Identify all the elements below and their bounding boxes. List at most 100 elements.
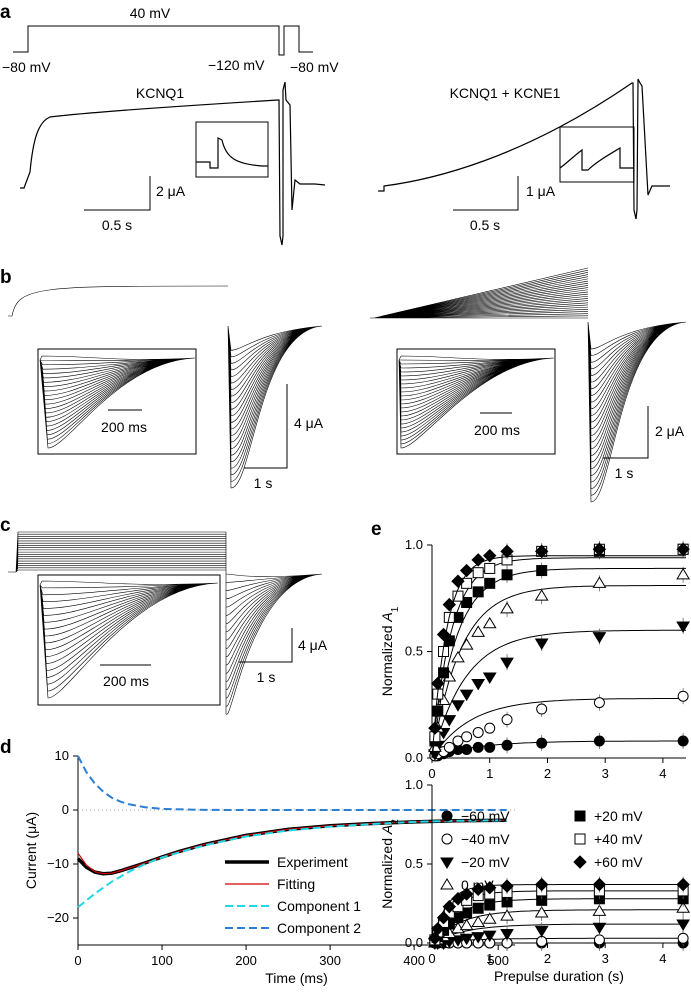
marker-diamond	[592, 877, 607, 892]
marker-circle	[501, 739, 513, 751]
marker-circle	[536, 737, 548, 749]
marker-triangle-down	[676, 919, 690, 932]
d-x-tick-label: 0	[74, 953, 81, 968]
marker-circle	[677, 690, 689, 702]
title-kcnq1-kcne1: KCNQ1 + KCNE1	[450, 85, 561, 101]
d-x-tick-label: 500	[487, 953, 509, 968]
e-y-label: Normalized A2	[379, 819, 401, 909]
e-fit-curve	[431, 555, 686, 759]
e-legend-label: +40 mV	[594, 831, 643, 847]
panel-e-top-chart: 0 1 2 3 4 0.0 0.5 1.0 Normalized A1	[379, 537, 690, 781]
panel-c-inset-box	[37, 574, 221, 706]
e-x-tick-label: 1	[486, 766, 493, 781]
d-legend-label: Component 2	[277, 920, 361, 936]
panel-b-right-traces	[370, 267, 687, 503]
panel-b-right-inset-traces	[398, 355, 555, 449]
marker-circle	[484, 722, 496, 734]
e-x-tick-label: 4	[659, 951, 666, 966]
marker-square	[472, 586, 484, 598]
panel-b-left-inset-time: 200 ms	[101, 419, 147, 435]
e-y-tick-label: 0.5	[405, 644, 423, 659]
e-x-tick-label: 2	[544, 766, 551, 781]
marker-triangle-up	[482, 616, 497, 629]
e-fit-curve	[431, 557, 686, 759]
marker-triangle-down	[482, 930, 497, 943]
kcnq1-kcne1-inset-trace	[559, 146, 634, 171]
e-x-tick-label: 3	[602, 766, 609, 781]
kcnq1-inset-box	[195, 121, 269, 178]
marker-triangle-up	[676, 567, 690, 580]
e-y-label: Normalized A1	[379, 606, 401, 696]
marker-triangle-down	[592, 922, 607, 935]
marker-triangle-down	[534, 925, 549, 938]
d-y-tick-label: 10	[55, 748, 69, 763]
marker-triangle-up	[451, 921, 465, 934]
e-legend-label: 0 mV	[461, 877, 494, 893]
e-x-tick-label: 1	[486, 951, 493, 966]
marker-circle	[593, 697, 605, 709]
kcnq1-kcne1-current-trace	[378, 78, 670, 220]
marker-triangle-up	[592, 904, 607, 916]
marker-circle	[501, 714, 513, 726]
marker-triangle-up	[471, 625, 486, 637]
marker-circle	[441, 810, 453, 822]
marker-circle	[593, 735, 605, 747]
marker-triangle-down	[451, 700, 465, 712]
tail-current-family	[8, 285, 323, 489]
e-x-tick-label: 4	[659, 766, 666, 781]
panel-b-right-scale-x: 1 s	[615, 465, 634, 481]
marker-square	[452, 590, 464, 602]
marker-diamond	[436, 627, 451, 642]
panel-a-label: a	[0, 2, 11, 23]
d-legend-label: Component 1	[277, 898, 361, 914]
e-x-tick-label: 3	[602, 951, 609, 966]
marker-diamond	[459, 563, 474, 578]
marker-square	[472, 902, 484, 914]
panel-c-label: c	[0, 515, 11, 536]
e-fit-curve	[431, 909, 686, 944]
panel-c-traces	[8, 531, 323, 715]
marker-diamond	[436, 911, 451, 925]
kcnq1-kcne1-inset-box	[559, 126, 635, 183]
marker-square	[484, 562, 496, 574]
marker-diamond	[573, 855, 587, 869]
d-legend-label: Experiment	[277, 854, 348, 870]
marker-square	[472, 567, 484, 579]
panel-c-current-family	[8, 531, 323, 715]
d-series-component-2	[77, 755, 507, 811]
marker-square	[536, 565, 548, 577]
panel-c-scale-y: 4 μA	[298, 637, 328, 653]
marker-diamond	[451, 892, 465, 906]
e-fit-curve	[431, 585, 686, 759]
panel-e-label: e	[371, 519, 382, 540]
e-y-tick-label: 0.0	[405, 750, 423, 765]
d-x-tick-label: 200	[235, 953, 257, 968]
marker-diamond	[483, 548, 497, 563]
marker-diamond	[451, 574, 465, 588]
d-y-tick-label: −20	[47, 910, 69, 925]
e-fit-curve	[431, 697, 687, 759]
e-x-tick-label: 0	[428, 951, 435, 966]
panel-d-label: d	[0, 737, 12, 758]
kcnq1-kcne1-scale-bar	[453, 176, 519, 211]
marker-diamond	[483, 880, 497, 895]
marker-diamond	[459, 887, 474, 901]
marker-triangle-up	[534, 589, 549, 601]
e-fit-curve	[431, 567, 686, 759]
marker-triangle-down	[459, 689, 474, 702]
marker-square	[574, 810, 586, 822]
marker-triangle-up	[500, 909, 514, 921]
marker-triangle-down	[471, 932, 486, 944]
marker-circle	[461, 731, 473, 743]
d-y-label: Current (μA)	[23, 812, 39, 889]
marker-triangle-down	[500, 657, 514, 670]
d-x-tick-label: 300	[319, 953, 341, 968]
panel-c-scale-bar	[239, 628, 293, 663]
marker-square	[461, 597, 473, 609]
marker-triangle-down	[471, 678, 486, 691]
e-legend-label: +60 mV	[594, 854, 643, 870]
panel-b-right-scale-bar	[603, 406, 649, 459]
marker-triangle-up	[592, 576, 607, 588]
marker-triangle-up	[459, 918, 474, 931]
